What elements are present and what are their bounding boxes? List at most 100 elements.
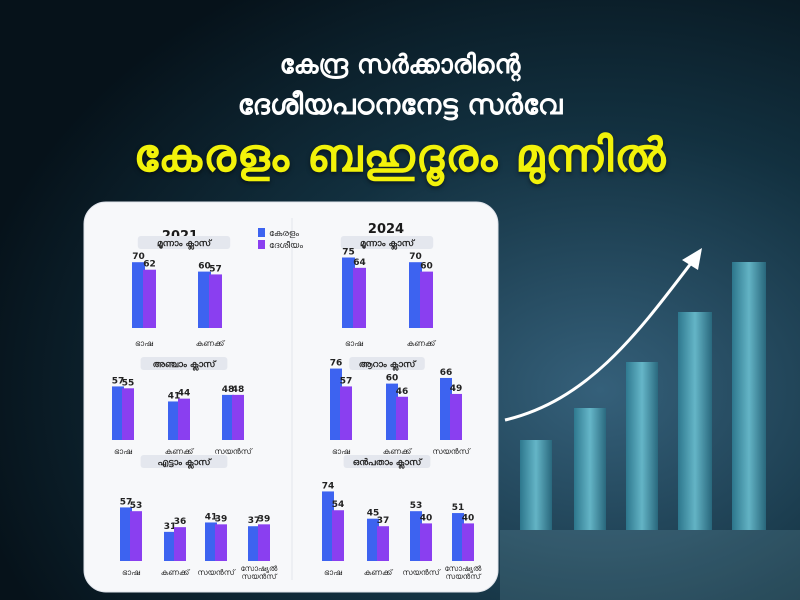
- kerala-bar: [164, 531, 176, 561]
- headline-line-2: ദേശീയപഠനനേട്ട സർവേ: [237, 88, 563, 121]
- class-title: മൂന്നാം ക്ലാസ്: [157, 238, 213, 250]
- class-title: ഒൻപതാം ക്ലാസ്: [353, 457, 424, 469]
- bar-value-label: 74: [322, 481, 335, 491]
- national-bar: [396, 396, 408, 440]
- kerala-bar: [386, 383, 398, 440]
- headline-line-1: കേന്ദ്ര സർക്കാരിന്റെ: [279, 50, 521, 80]
- category-label: ഭാഷ: [114, 447, 132, 456]
- category-label: ഭാഷ: [332, 447, 350, 456]
- kerala-bar: [112, 386, 124, 440]
- legend-national-label: ദേശീയം: [269, 240, 303, 251]
- bar-value-label: 48: [222, 385, 235, 395]
- class-title-pill: [343, 455, 431, 468]
- kerala-bar: [132, 262, 145, 328]
- bar-value-label: 53: [130, 501, 143, 511]
- bar-value-label: 46: [396, 387, 409, 397]
- kerala-bar: [205, 522, 217, 561]
- bar-value-label: 39: [215, 514, 228, 524]
- kerala-bar: [120, 507, 132, 561]
- category-label: ഭാഷ: [135, 339, 153, 348]
- bar-value-label: 60: [386, 374, 399, 384]
- kerala-bar: [452, 513, 464, 561]
- category-label: കണക്ക്: [364, 568, 394, 577]
- bar-value-label: 57: [340, 376, 353, 386]
- class-title-pill: [340, 236, 434, 249]
- national-bar: [450, 393, 462, 440]
- national-bar: [420, 271, 433, 328]
- category-label: സയൻസ്: [214, 447, 253, 456]
- background-bar-chart: [520, 262, 766, 530]
- bar-value-label: 53: [410, 501, 423, 511]
- kerala-bar: [410, 511, 422, 561]
- kerala-bar: [222, 394, 234, 440]
- bar-value-label: 39: [258, 514, 271, 524]
- bar-value-label: 48: [232, 385, 245, 395]
- bar-value-label: 51: [452, 503, 465, 513]
- national-bar: [215, 524, 227, 561]
- class-title: അഞ്ചാം ക്ലാസ്: [153, 359, 218, 371]
- national-bar: [130, 511, 142, 561]
- national-bar: [353, 267, 366, 328]
- bar-value-label: 41: [168, 391, 181, 401]
- national-bar: [258, 524, 270, 561]
- legend-kerala-label: കേരളം: [269, 229, 299, 239]
- kerala-bar: [330, 368, 342, 440]
- category-label: സോഷ്യൽ: [445, 564, 482, 573]
- category-label: സയൻസ്: [241, 572, 277, 581]
- national-bar: [174, 527, 186, 561]
- category-label: സയൻസ്: [445, 572, 481, 581]
- class-title-pill: [349, 357, 425, 370]
- headline-main: കേരളം ബഹുദൂരം മുന്നിൽ: [133, 128, 667, 182]
- category-label: കണക്ക്: [165, 447, 195, 456]
- trend-arrow-icon: [504, 257, 697, 422]
- bar-value-label: 60: [420, 262, 433, 272]
- kerala-bar: [248, 526, 260, 561]
- bar-value-label: 41: [205, 512, 218, 522]
- bar-value-label: 60: [198, 262, 211, 272]
- category-label: കണക്ക്: [407, 339, 437, 348]
- comparison-charts: കേരളംദേശീയം2021മൂന്നാം ക്ലാസ്7062ഭാഷ6057…: [83, 201, 499, 593]
- kerala-bar: [409, 262, 422, 328]
- national-bar: [462, 523, 474, 561]
- national-bar: [178, 398, 190, 440]
- bar-value-label: 57: [209, 264, 222, 274]
- national-bar: [377, 526, 389, 561]
- bar-value-label: 40: [462, 513, 475, 523]
- category-label: കണക്ക്: [196, 339, 226, 348]
- comparison-chart-card: കേരളംദേശീയം2021മൂന്നാം ക്ലാസ്7062ഭാഷ6057…: [82, 200, 502, 596]
- bar-value-label: 57: [112, 376, 125, 386]
- class-title: ആറാം ക്ലാസ്: [359, 359, 418, 371]
- national-bar: [143, 269, 156, 328]
- national-bar: [340, 386, 352, 440]
- bar-value-label: 54: [332, 500, 345, 510]
- bar-value-label: 37: [377, 516, 390, 526]
- national-bar: [122, 388, 134, 440]
- kerala-bar: [367, 518, 379, 561]
- category-label: കണക്ക്: [161, 568, 191, 577]
- bar-value-label: 66: [440, 368, 453, 378]
- class-title-pill: [140, 357, 228, 370]
- kerala-bar: [322, 491, 334, 561]
- card-background: [83, 201, 499, 593]
- category-label: ഭാഷ: [324, 568, 342, 577]
- category-label: ഭാഷ: [345, 339, 363, 348]
- bar-value-label: 44: [178, 389, 191, 399]
- national-bar: [232, 394, 244, 440]
- category-label: സയൻസ്: [432, 447, 471, 456]
- category-label: ഭാഷ: [122, 568, 140, 577]
- kerala-bar: [440, 377, 452, 440]
- national-bar: [209, 274, 222, 328]
- category-label: കണക്ക്: [383, 447, 413, 456]
- bar-value-label: 76: [330, 359, 343, 369]
- national-bar: [420, 523, 432, 561]
- national-bar: [332, 510, 344, 561]
- bar-value-label: 49: [450, 384, 463, 394]
- bar-value-label: 75: [342, 248, 355, 258]
- bar-value-label: 70: [132, 252, 145, 262]
- class-title-pill: [137, 236, 231, 249]
- legend-national-swatch: [258, 240, 265, 249]
- kerala-bar: [168, 401, 180, 440]
- chart-year-title: 2024: [368, 222, 404, 237]
- class-title: എട്ടാം ക്ലാസ്: [157, 457, 212, 469]
- bar-value-label: 70: [409, 252, 422, 262]
